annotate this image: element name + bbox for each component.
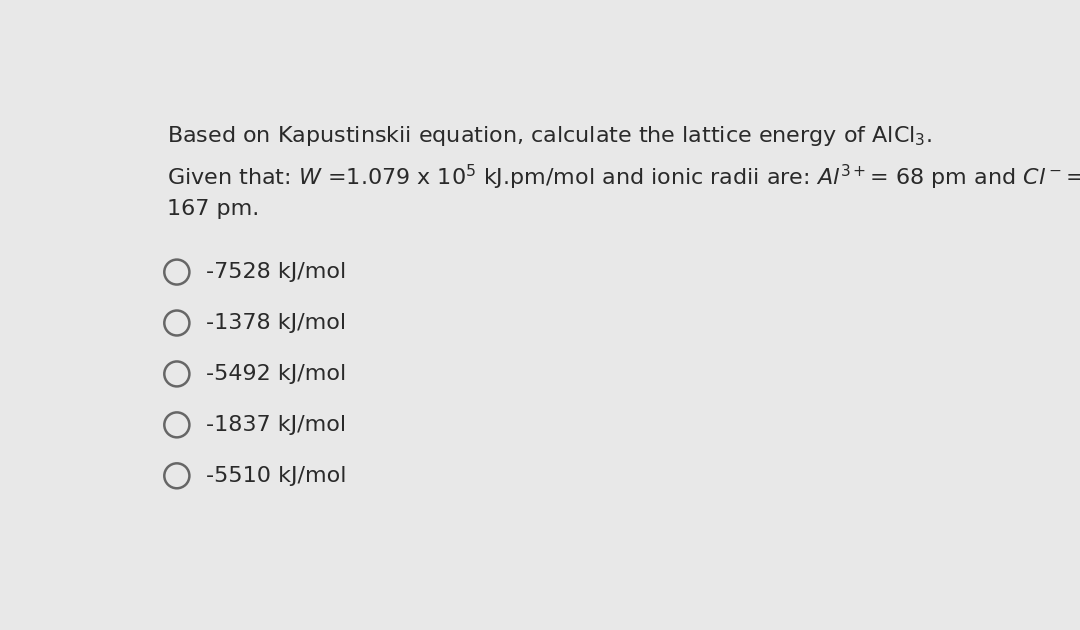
Text: -1378 kJ/mol: -1378 kJ/mol <box>206 313 347 333</box>
Text: -5510 kJ/mol: -5510 kJ/mol <box>206 466 347 486</box>
Text: Given that: $W$ =1.079 x $10^5$ kJ.pm/mol and ionic radii are: $Al^{3+}$= 68 pm : Given that: $W$ =1.079 x $10^5$ kJ.pm/mo… <box>166 163 1080 192</box>
Text: -5492 kJ/mol: -5492 kJ/mol <box>206 364 347 384</box>
Text: -1837 kJ/mol: -1837 kJ/mol <box>206 415 347 435</box>
Text: 167 pm.: 167 pm. <box>166 199 259 219</box>
Text: Based on Kapustinskii equation, calculate the lattice energy of $\mathregular{Al: Based on Kapustinskii equation, calculat… <box>166 124 932 148</box>
Text: -7528 kJ/mol: -7528 kJ/mol <box>206 262 347 282</box>
